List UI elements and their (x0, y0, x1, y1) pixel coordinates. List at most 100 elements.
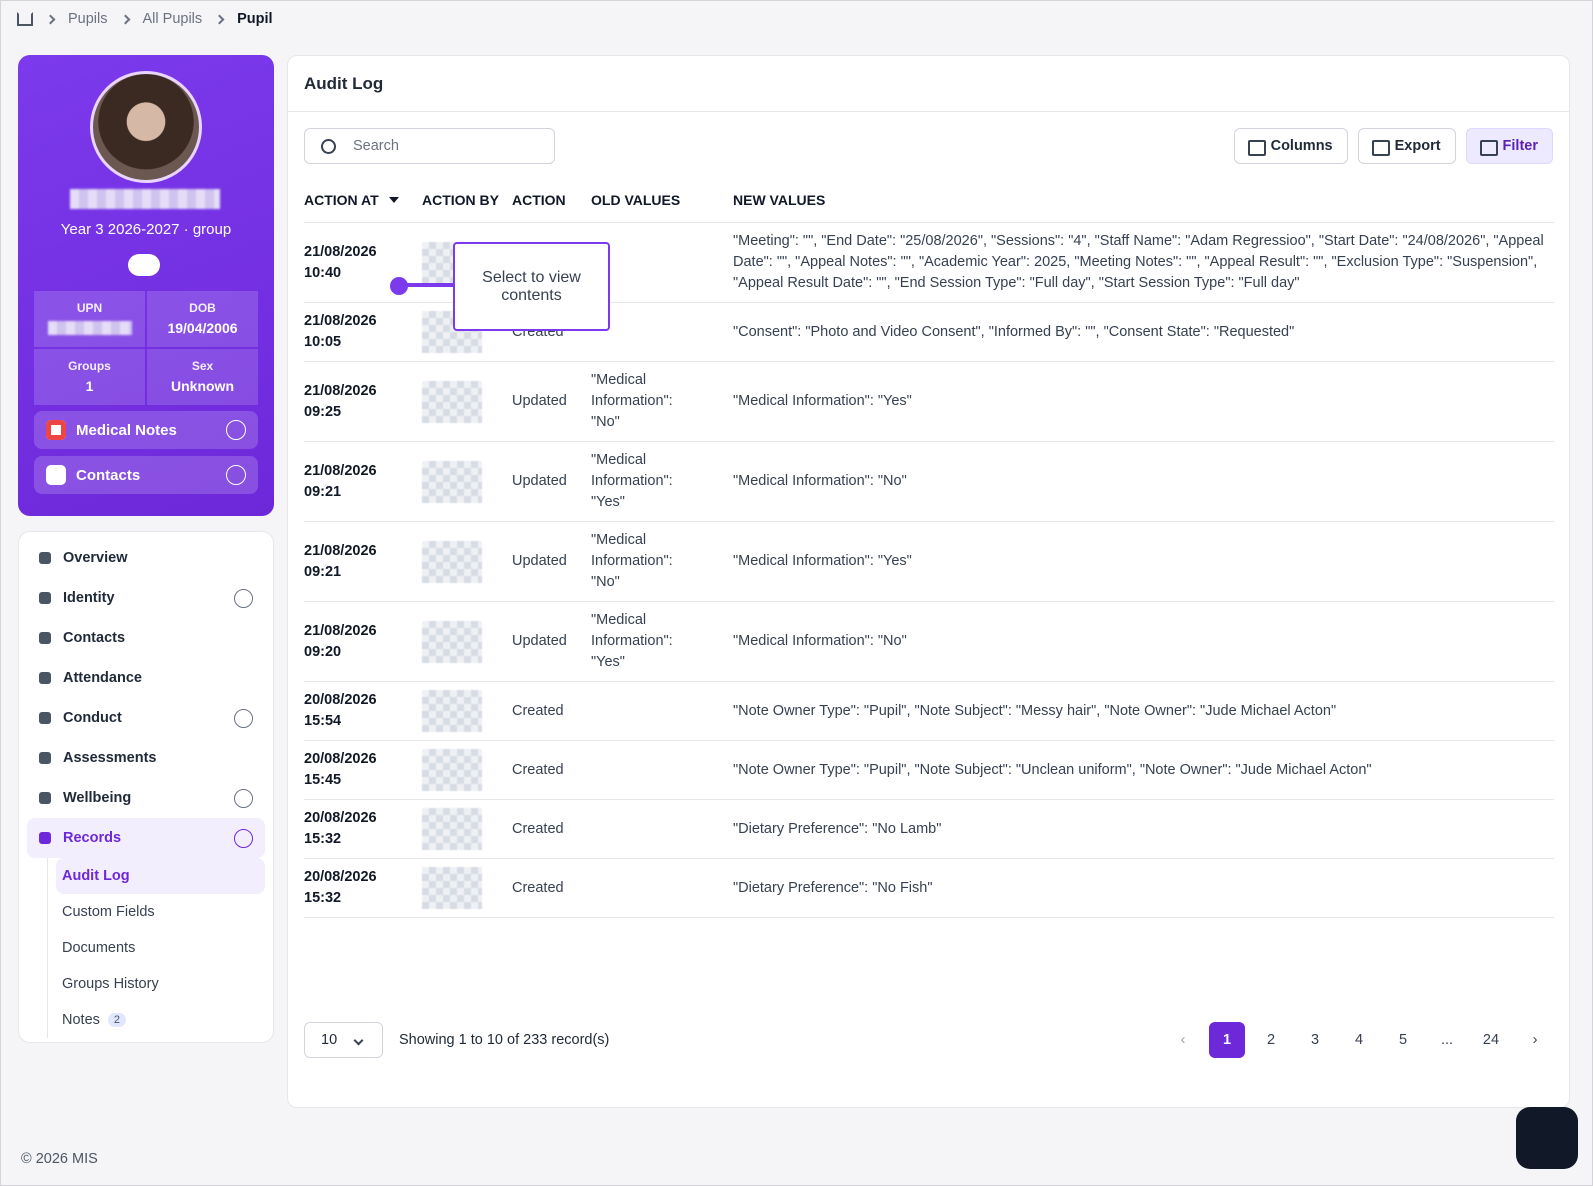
audit-row[interactable]: 20/08/2026 15:54 Created "Note Owner Type":… (304, 681, 1554, 741)
prev-page[interactable]: ‹ (1180, 1032, 1186, 1048)
column-header[interactable]: ACTION AT (304, 184, 422, 223)
sub-nav-item[interactable]: Groups History (56, 966, 265, 1002)
new-values: "Dietary Preference": "No Fish" (733, 858, 1554, 918)
action-at: 20/08/2026 15:45 (304, 740, 422, 800)
new-values: "Dietary Preference": "No Lamb" (733, 799, 1554, 859)
page-number[interactable]: 3 (1310, 1032, 1320, 1048)
nav-icon (39, 632, 51, 644)
nav-label: Assessments (63, 750, 157, 766)
chat-button[interactable] (1516, 1107, 1578, 1169)
home-icon[interactable] (17, 12, 33, 26)
column-header: NEW VALUES (733, 184, 1554, 223)
next-page[interactable]: › (1532, 1032, 1538, 1048)
chevron (353, 1035, 364, 1045)
action: Updated (512, 441, 591, 522)
footer: © 2026 MIS (21, 1151, 98, 1167)
sub-nav-item[interactable]: Notes 2 (56, 1002, 265, 1038)
time: 15:54 (304, 713, 342, 729)
status-pill (128, 254, 160, 276)
action: Created (512, 740, 591, 800)
page-number[interactable]: 4 (1354, 1032, 1364, 1048)
search-input[interactable]: Search (304, 128, 555, 164)
audit-row[interactable]: 20/08/2026 15:45 Created "Note Owner Type":… (304, 740, 1554, 800)
nav-item[interactable]: Identity (27, 578, 265, 618)
audit-row[interactable]: 21/08/2026 09:21 Updated "Medical Informati… (304, 441, 1554, 522)
crumb[interactable]: Pupils (68, 11, 108, 27)
action-at: 21/08/2026 09:21 (304, 441, 422, 522)
chevron (234, 788, 253, 808)
page-number[interactable]: 24 (1482, 1032, 1500, 1048)
action-text: Created (512, 820, 564, 837)
old-text: "Medical Information": "No" (591, 532, 673, 590)
audit-row[interactable]: 20/08/2026 15:32 Created "Dietary Preferenc… (304, 799, 1554, 859)
page-size-value: 10 (321, 1032, 338, 1048)
nav-item[interactable]: Attendance (27, 658, 265, 698)
pages: ‹ 1 2 3 4 5... 24 › (1165, 1022, 1553, 1058)
panel[interactable]: Contacts (34, 456, 258, 494)
panel[interactable]: Medical Notes (34, 411, 258, 449)
page-number[interactable]: ... (1440, 1032, 1454, 1048)
crumb: Pupil (237, 11, 273, 27)
action-by (422, 799, 512, 859)
nav-item[interactable]: Contacts (27, 618, 265, 658)
chevron (226, 420, 246, 440)
page-number[interactable]: 2 (1266, 1032, 1276, 1048)
action-by (422, 441, 512, 522)
audit-row[interactable]: 21/08/2026 09:20 Updated "Medical Informati… (304, 601, 1554, 682)
audit-row[interactable]: 20/08/2026 15:32 Created "Dietary Preferenc… (304, 858, 1554, 918)
audit-row[interactable]: 21/08/2026 09:21 Updated "Medical Informati… (304, 521, 1554, 602)
action-by (422, 521, 512, 602)
action-at: 21/08/2026 09:21 (304, 521, 422, 602)
nav: Overview Identity Contacts Attendance Conduc… (18, 531, 274, 1043)
old-values: "Medical Information": "Yes" (591, 441, 733, 522)
action-text: Updated (512, 473, 567, 489)
nav-item[interactable]: Conduct (27, 698, 265, 738)
toolbar-button[interactable]: Filter (1465, 128, 1553, 164)
nav-item[interactable]: Assessments (27, 738, 265, 778)
sub-nav-item[interactable]: Documents (56, 930, 265, 966)
chevron (234, 588, 253, 608)
tooltip-line (398, 283, 454, 287)
separator (120, 14, 130, 24)
chevron (234, 828, 253, 848)
toolbar: Columns Export Filter (1233, 128, 1553, 164)
new-text: "Dietary Preference": "No Lamb" (733, 820, 942, 837)
toolbar-button[interactable]: Export (1357, 128, 1456, 164)
page-number[interactable]: 1 (1209, 1022, 1245, 1058)
action: Created (512, 858, 591, 918)
nav-item[interactable]: Wellbeing (27, 778, 265, 818)
audit-row[interactable]: 21/08/2026 10:05 Created "Consent": "Photo … (304, 302, 1554, 362)
stat-label: Sex (191, 359, 214, 373)
panel-icon (46, 465, 66, 485)
action: Updated (512, 601, 591, 682)
panel-label: Contacts (76, 466, 141, 484)
sub-nav-item[interactable]: Custom Fields (56, 894, 265, 930)
nav-label: Identity (63, 590, 115, 606)
redacted-user (422, 867, 482, 909)
audit-row[interactable]: 21/08/2026 09:25 Updated "Medical Informati… (304, 361, 1554, 442)
new-values: "Consent": "Photo and Video Consent", "I… (733, 302, 1554, 362)
old-values (591, 222, 733, 303)
action-by (422, 858, 512, 918)
column-header: OLD VALUES (591, 184, 733, 223)
toolbar-button[interactable]: Columns (1233, 128, 1348, 164)
card-title: Audit Log (288, 56, 1569, 112)
old-text: "Medical Information": "Yes" (591, 612, 673, 670)
date: 20/08/2026 (304, 810, 377, 826)
separator (45, 14, 56, 24)
page-number[interactable]: 5 (1398, 1032, 1408, 1048)
header-row: ACTION AT ACTION BY ACTION OLD VALUES NEW VA… (304, 184, 1554, 223)
time: 15:32 (304, 831, 342, 847)
time: 09:21 (304, 563, 342, 580)
avatar (90, 71, 202, 183)
nav-item[interactable]: Records (27, 818, 265, 858)
action-by (422, 681, 512, 741)
page-size[interactable]: 10 (304, 1022, 383, 1058)
sub-nav-item[interactable]: Audit Log (56, 858, 265, 894)
nav-icon (39, 752, 51, 764)
new-values: "Note Owner Type": "Pupil", "Note Subjec… (733, 740, 1554, 800)
nav-item[interactable]: Overview (27, 538, 265, 578)
date: 20/08/2026 (304, 751, 377, 767)
crumb[interactable]: All Pupils (142, 11, 203, 27)
old-text: "Medical Information": "Yes" (591, 452, 673, 510)
